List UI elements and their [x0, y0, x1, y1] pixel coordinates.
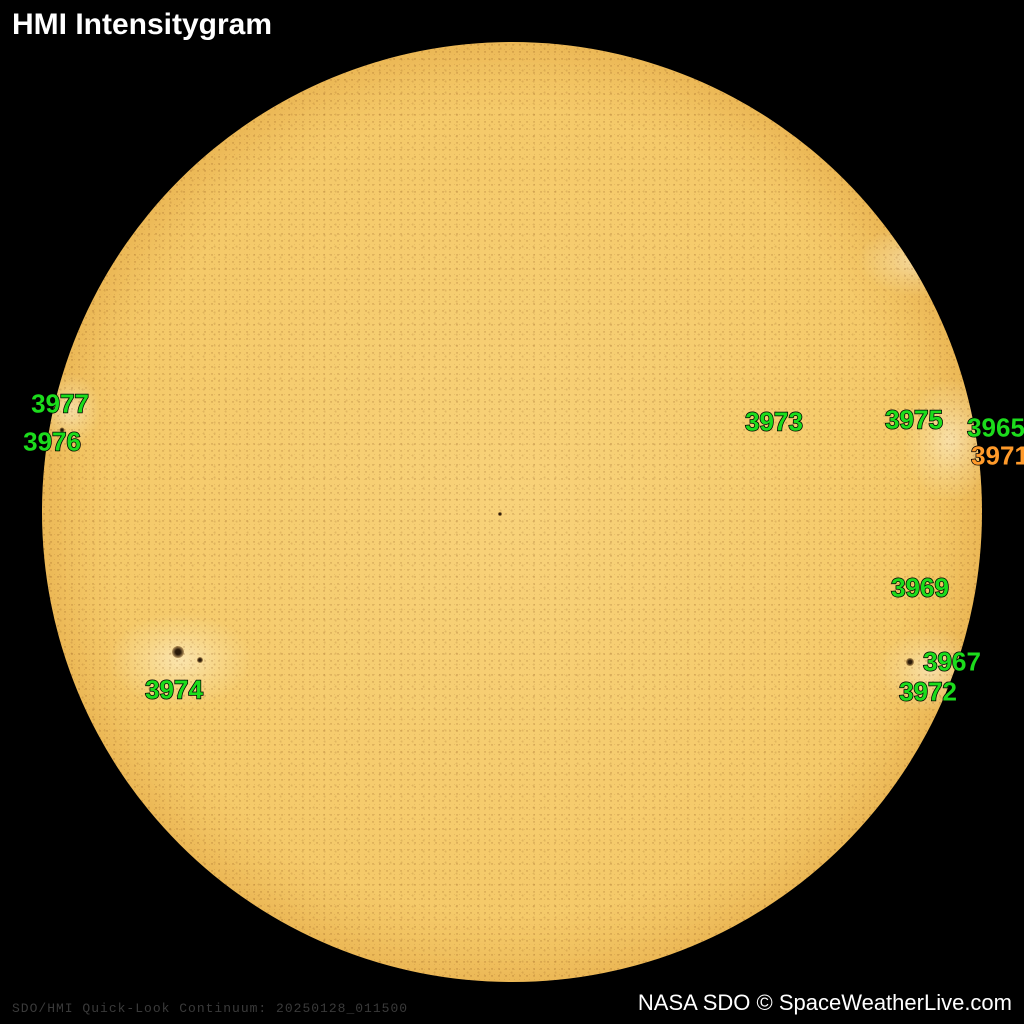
- region-label-3976: 3976: [23, 427, 81, 458]
- region-label-3967: 3967: [923, 647, 981, 678]
- sunspot: [498, 512, 502, 516]
- region-label-3971: 3971: [971, 441, 1024, 472]
- region-label-3965: 3965: [967, 413, 1024, 444]
- region-label-3969: 3969: [891, 573, 949, 604]
- page-title: HMI Intensitygram: [12, 8, 272, 42]
- region-label-3975: 3975: [885, 405, 943, 436]
- sun-disk: [42, 42, 982, 982]
- sun-container: [42, 42, 982, 982]
- region-label-3974: 3974: [145, 675, 203, 706]
- region-label-3973: 3973: [745, 407, 803, 438]
- region-label-3977: 3977: [31, 389, 89, 420]
- attribution: NASA SDO © SpaceWeatherLive.com: [638, 990, 1012, 1016]
- footer-meta: SDO/HMI Quick-Look Continuum: 20250128_0…: [12, 1001, 408, 1016]
- sunspot: [906, 658, 914, 666]
- facula: [860, 225, 980, 295]
- sunspot: [197, 657, 203, 663]
- region-label-3972: 3972: [899, 677, 957, 708]
- sunspot: [172, 646, 184, 658]
